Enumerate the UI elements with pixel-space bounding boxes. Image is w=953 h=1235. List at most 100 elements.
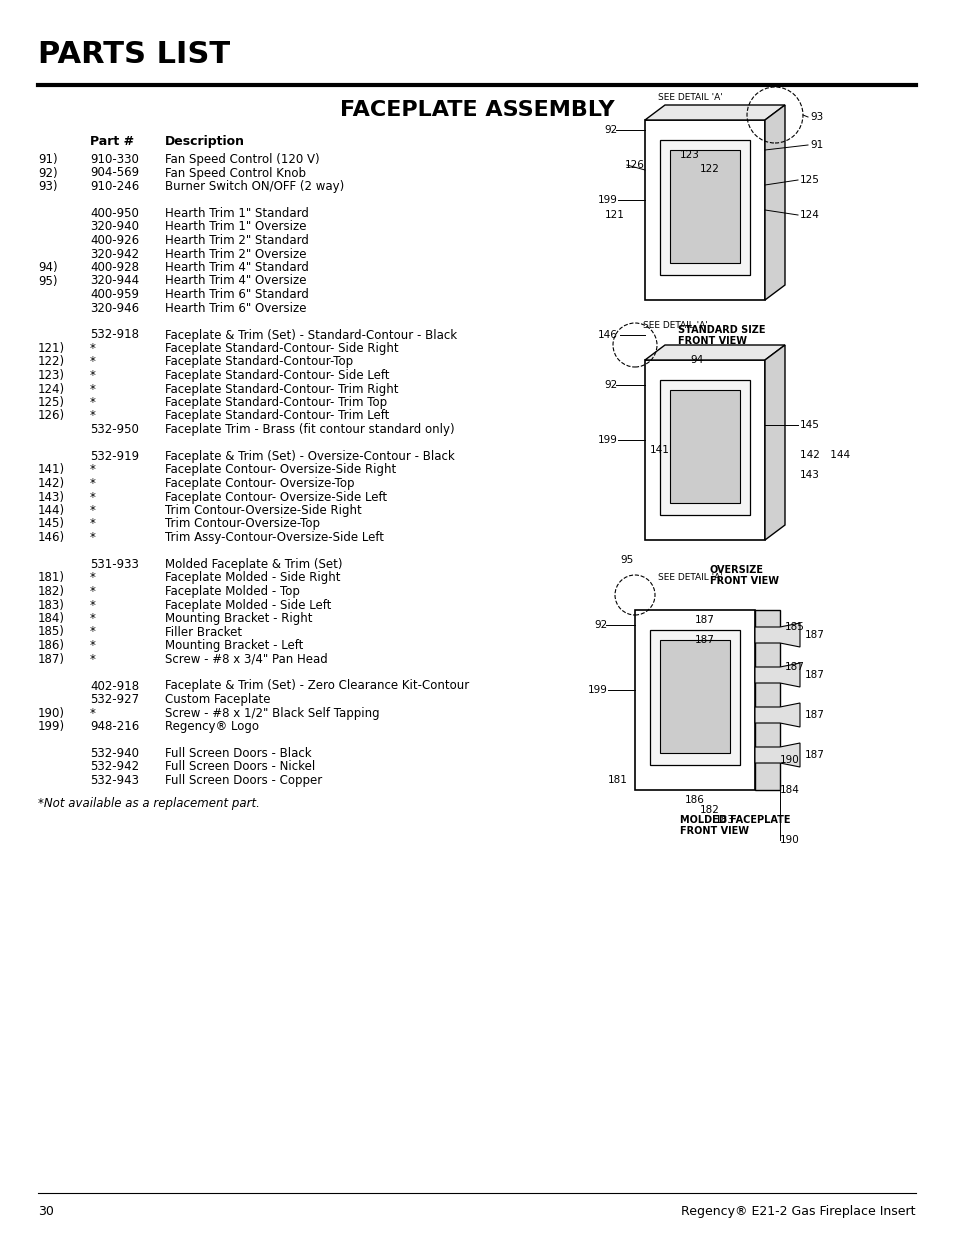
Text: *: * [90,504,95,517]
Text: SEE DETAIL 'A': SEE DETAIL 'A' [657,573,721,582]
Text: 187: 187 [784,662,804,672]
Text: 145): 145) [38,517,65,531]
Text: 94): 94) [38,261,57,274]
Text: 532-919: 532-919 [90,450,139,463]
Text: *: * [90,463,95,477]
Text: 320-946: 320-946 [90,301,139,315]
Text: OVERSIZE: OVERSIZE [709,564,763,576]
Text: FRONT VIEW: FRONT VIEW [678,336,746,346]
Text: 400-928: 400-928 [90,261,139,274]
Text: *: * [90,517,95,531]
Text: Hearth Trim 1" Standard: Hearth Trim 1" Standard [165,207,309,220]
Text: 92: 92 [594,620,607,630]
Text: 186: 186 [684,795,704,805]
Text: 92: 92 [604,125,618,135]
Text: Faceplate Contour- Oversize-Top: Faceplate Contour- Oversize-Top [165,477,355,490]
Text: 91: 91 [809,140,822,149]
Polygon shape [754,622,800,647]
Text: 904-569: 904-569 [90,167,139,179]
Text: 91): 91) [38,153,57,165]
Text: *: * [90,572,95,584]
Text: *: * [90,356,95,368]
Text: 122: 122 [700,164,720,174]
Text: *: * [90,625,95,638]
Text: Trim Contour-Oversize-Side Right: Trim Contour-Oversize-Side Right [165,504,361,517]
Text: 92): 92) [38,167,57,179]
Text: 141): 141) [38,463,65,477]
Text: 123: 123 [679,149,700,161]
Text: 190: 190 [780,755,799,764]
Text: *Not available as a replacement part.: *Not available as a replacement part. [38,798,259,810]
Text: 187: 187 [695,635,714,645]
Text: 182: 182 [700,805,720,815]
Text: Hearth Trim 4" Standard: Hearth Trim 4" Standard [165,261,309,274]
Text: 182): 182) [38,585,65,598]
Text: 531-933: 531-933 [90,558,139,571]
Text: Full Screen Doors - Black: Full Screen Doors - Black [165,747,312,760]
Text: 93: 93 [809,112,822,122]
Text: 400-959: 400-959 [90,288,139,301]
Text: Mounting Bracket - Left: Mounting Bracket - Left [165,638,303,652]
Text: Faceplate & Trim (Set) - Oversize-Contour - Black: Faceplate & Trim (Set) - Oversize-Contou… [165,450,455,463]
Text: 126: 126 [624,161,644,170]
Text: 910-330: 910-330 [90,153,139,165]
Text: 142): 142) [38,477,65,490]
Text: Molded Faceplate & Trim (Set): Molded Faceplate & Trim (Set) [165,558,342,571]
Text: Fan Speed Control Knob: Fan Speed Control Knob [165,167,306,179]
Text: 125: 125 [800,175,819,185]
Text: Hearth Trim 6" Standard: Hearth Trim 6" Standard [165,288,309,301]
Text: 199): 199) [38,720,65,734]
Text: 143): 143) [38,490,65,504]
Text: SEE DETAIL 'A': SEE DETAIL 'A' [657,93,721,101]
Polygon shape [669,149,740,263]
Polygon shape [659,640,729,753]
Text: Faceplate Contour- Oversize-Side Left: Faceplate Contour- Oversize-Side Left [165,490,387,504]
Text: 92: 92 [604,380,618,390]
Text: FRONT VIEW: FRONT VIEW [709,576,779,585]
Text: Faceplate Standard-Contour- Trim Right: Faceplate Standard-Contour- Trim Right [165,383,398,395]
Text: 190): 190) [38,706,65,720]
Text: 185): 185) [38,625,65,638]
Text: 320-944: 320-944 [90,274,139,288]
Text: 532-940: 532-940 [90,747,139,760]
Text: 199: 199 [587,685,607,695]
Text: *: * [90,369,95,382]
Text: *: * [90,490,95,504]
Text: 93): 93) [38,180,57,193]
Text: Faceplate Standard-Contour- Trim Top: Faceplate Standard-Contour- Trim Top [165,396,387,409]
Text: 948-216: 948-216 [90,720,139,734]
Text: Description: Description [165,135,245,148]
Text: 532-927: 532-927 [90,693,139,706]
Text: 126): 126) [38,410,65,422]
Text: Faceplate Contour- Oversize-Side Right: Faceplate Contour- Oversize-Side Right [165,463,395,477]
Text: Faceplate Molded - Side Left: Faceplate Molded - Side Left [165,599,331,611]
Text: FRONT VIEW: FRONT VIEW [679,826,748,836]
Text: STANDARD SIZE: STANDARD SIZE [678,325,764,335]
Text: Fan Speed Control (120 V): Fan Speed Control (120 V) [165,153,319,165]
Text: Screw - #8 x 1/2" Black Self Tapping: Screw - #8 x 1/2" Black Self Tapping [165,706,379,720]
Text: 199: 199 [598,435,618,445]
Text: 143: 143 [800,471,819,480]
Text: *: * [90,396,95,409]
Text: Part #: Part # [90,135,134,148]
Text: 95): 95) [38,274,57,288]
Text: Hearth Trim 4" Oversize: Hearth Trim 4" Oversize [165,274,306,288]
Polygon shape [644,105,784,120]
Text: Hearth Trim 2" Oversize: Hearth Trim 2" Oversize [165,247,306,261]
Text: Faceplate Standard-Contour- Side Left: Faceplate Standard-Contour- Side Left [165,369,389,382]
Text: 320-942: 320-942 [90,247,139,261]
Text: Faceplate & Trim (Set) - Standard-Contour - Black: Faceplate & Trim (Set) - Standard-Contou… [165,329,456,342]
Text: 122): 122) [38,356,65,368]
Text: 95: 95 [619,555,633,564]
Text: Filler Bracket: Filler Bracket [165,625,242,638]
Text: 146): 146) [38,531,65,543]
Text: 532-942: 532-942 [90,761,139,773]
Text: Hearth Trim 1" Oversize: Hearth Trim 1" Oversize [165,221,306,233]
Text: 187: 187 [804,710,824,720]
Text: *: * [90,342,95,354]
Text: 187): 187) [38,652,65,666]
Polygon shape [644,345,784,359]
Text: 187: 187 [804,630,824,640]
Text: Faceplate Molded - Side Right: Faceplate Molded - Side Right [165,572,340,584]
Text: *: * [90,410,95,422]
